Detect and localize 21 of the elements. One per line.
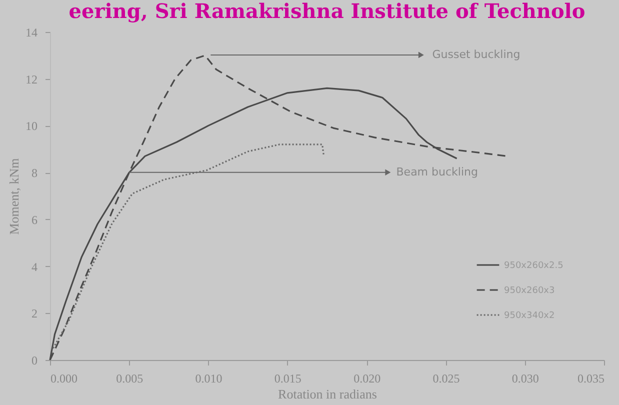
y-tick-label: 0 <box>32 354 38 368</box>
y-tick-label: 2 <box>32 306 38 321</box>
annotation: Beam buckling <box>396 165 478 178</box>
annotation: Gusset buckling <box>432 48 520 61</box>
y-tick-label: 8 <box>32 166 38 180</box>
y-tick-label: 14 <box>26 26 38 40</box>
y-tick-label: 6 <box>32 212 38 227</box>
x-tick-label: 0.030 <box>512 372 539 386</box>
y-tick-label: 10 <box>26 119 38 134</box>
y-tick-label: 12 <box>26 72 38 86</box>
x-tick-label: 0.015 <box>274 372 302 386</box>
x-axis-title: Rotation in radians <box>278 386 377 402</box>
y-axis-title: Moment, kNm <box>6 158 22 235</box>
x-tick-label: 0.020 <box>354 372 381 386</box>
x-tick-label: 0.000 <box>50 372 78 386</box>
x-tick-label: 0.035 <box>578 372 604 386</box>
x-tick-label: 0.010 <box>195 372 222 386</box>
chart-title: eering, Sri Ramakrishna Institute of Technolo <box>68 0 586 23</box>
y-tick-label: 4 <box>32 260 38 274</box>
x-tick-label: 0.025 <box>432 372 460 386</box>
x-tick-label: 0.005 <box>116 372 144 386</box>
